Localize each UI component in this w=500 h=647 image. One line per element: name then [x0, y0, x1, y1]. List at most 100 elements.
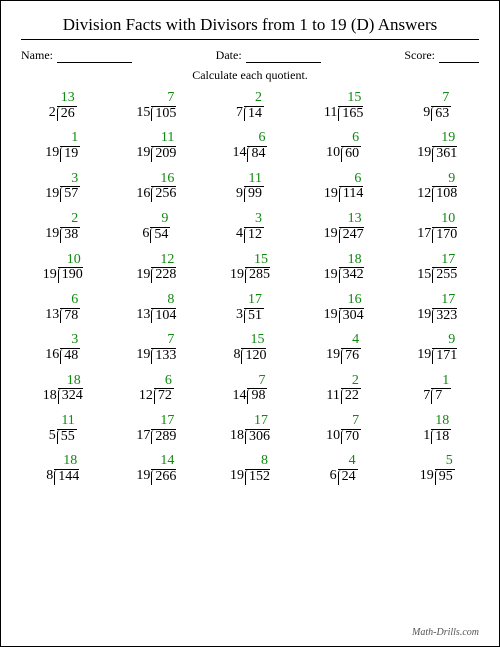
quotient: 4 [341, 333, 361, 349]
quotient: 13 [339, 212, 364, 228]
divisor: 8 [46, 469, 54, 484]
divisor: 18 [230, 429, 245, 444]
dividend: 19 [60, 147, 80, 162]
dividend: 105 [151, 107, 176, 122]
division-problem: 1910190 [43, 253, 83, 283]
division-problem: 1919361 [417, 131, 457, 161]
division-problem: 13678 [45, 293, 80, 323]
name-blank[interactable] [57, 51, 132, 63]
division-problem: 198152 [230, 454, 270, 484]
dividend: 266 [151, 470, 176, 485]
quotient: 9 [432, 333, 457, 349]
dividend: 12 [244, 228, 264, 243]
divisor: 19 [324, 308, 339, 323]
dividend: 22 [341, 389, 361, 404]
divisor: 13 [45, 308, 60, 323]
division-problem: 19595 [420, 454, 455, 484]
division-problem: 138104 [136, 293, 176, 323]
quotient: 6 [247, 131, 267, 147]
divisor: 9 [236, 187, 244, 202]
quotient: 17 [244, 293, 264, 309]
dividend: 133 [151, 349, 176, 364]
divisor: 19 [136, 268, 151, 283]
division-problem: 21326 [49, 91, 77, 121]
division-problem: 1710170 [417, 212, 457, 242]
quotient: 17 [432, 253, 457, 269]
division-problem: 1818324 [43, 374, 83, 404]
divisor: 14 [232, 389, 247, 404]
divisor: 19 [326, 348, 341, 363]
division-problem: 51155 [49, 414, 77, 444]
dividend: 361 [432, 147, 457, 162]
division-problem: 6954 [142, 212, 170, 242]
dividend: 170 [432, 228, 457, 243]
division-problem: 11222 [326, 374, 360, 404]
division-problem: 14684 [232, 131, 267, 161]
score-field: Score: [404, 48, 479, 63]
dividend: 26 [57, 107, 77, 122]
divisor: 14 [232, 146, 247, 161]
quotient: 10 [432, 212, 457, 228]
name-label: Name: [21, 48, 53, 63]
divisor: 13 [136, 308, 151, 323]
divisor: 15 [417, 268, 432, 283]
division-problem: 16348 [45, 333, 80, 363]
divisor: 2 [49, 106, 57, 121]
divisor: 17 [417, 227, 432, 242]
dividend: 95 [435, 470, 455, 485]
quotient: 17 [245, 414, 270, 430]
quotient: 1 [60, 131, 80, 147]
instruction-text: Calculate each quotient. [21, 68, 479, 83]
quotient: 11 [151, 131, 176, 147]
dividend: 306 [245, 430, 270, 445]
name-field: Name: [21, 48, 132, 63]
dividend: 247 [339, 228, 364, 243]
division-problem: 196114 [324, 172, 363, 202]
quotient: 6 [154, 374, 174, 390]
footer-text: Math-Drills.com [412, 627, 479, 638]
division-problem: 815120 [233, 333, 266, 363]
quotient: 18 [339, 253, 364, 269]
quotient: 18 [431, 414, 451, 430]
dividend: 114 [339, 187, 363, 202]
dividend: 209 [151, 147, 176, 162]
divisor: 6 [330, 469, 338, 484]
dividend: 51 [244, 309, 264, 324]
quotient: 7 [341, 414, 361, 430]
quotient: 6 [341, 131, 361, 147]
dividend: 72 [154, 389, 174, 404]
date-blank[interactable] [246, 51, 321, 63]
divisor: 3 [236, 308, 244, 323]
dividend: 14 [244, 107, 264, 122]
divisor: 19 [417, 348, 432, 363]
division-problem: 19357 [45, 172, 80, 202]
quotient: 3 [244, 212, 264, 228]
dividend: 108 [432, 187, 457, 202]
dividend: 289 [151, 430, 176, 445]
division-problem: 1115165 [324, 91, 363, 121]
quotient: 11 [57, 414, 77, 430]
score-blank[interactable] [439, 51, 479, 63]
division-problem: 6424 [330, 454, 358, 484]
quotient: 19 [432, 131, 457, 147]
divisor: 4 [236, 227, 244, 242]
dividend: 323 [432, 309, 457, 324]
division-problem: 1914266 [136, 454, 176, 484]
divisor: 7 [236, 106, 244, 121]
dividend: 48 [60, 349, 80, 364]
quotient: 7 [431, 91, 451, 107]
division-problem: 12672 [139, 374, 174, 404]
divisor: 19 [136, 146, 151, 161]
dividend: 78 [60, 309, 80, 324]
quotient: 17 [151, 414, 176, 430]
quotient: 15 [241, 333, 266, 349]
quotient: 18 [54, 454, 79, 470]
quotient: 15 [245, 253, 270, 269]
meta-row: Name: Date: Score: [21, 48, 479, 63]
divisor: 19 [230, 469, 245, 484]
dividend: 256 [151, 187, 176, 202]
divisor: 19 [420, 469, 435, 484]
dividend: 285 [245, 268, 270, 283]
dividend: 55 [57, 430, 77, 445]
division-problem: 11818 [423, 414, 451, 444]
